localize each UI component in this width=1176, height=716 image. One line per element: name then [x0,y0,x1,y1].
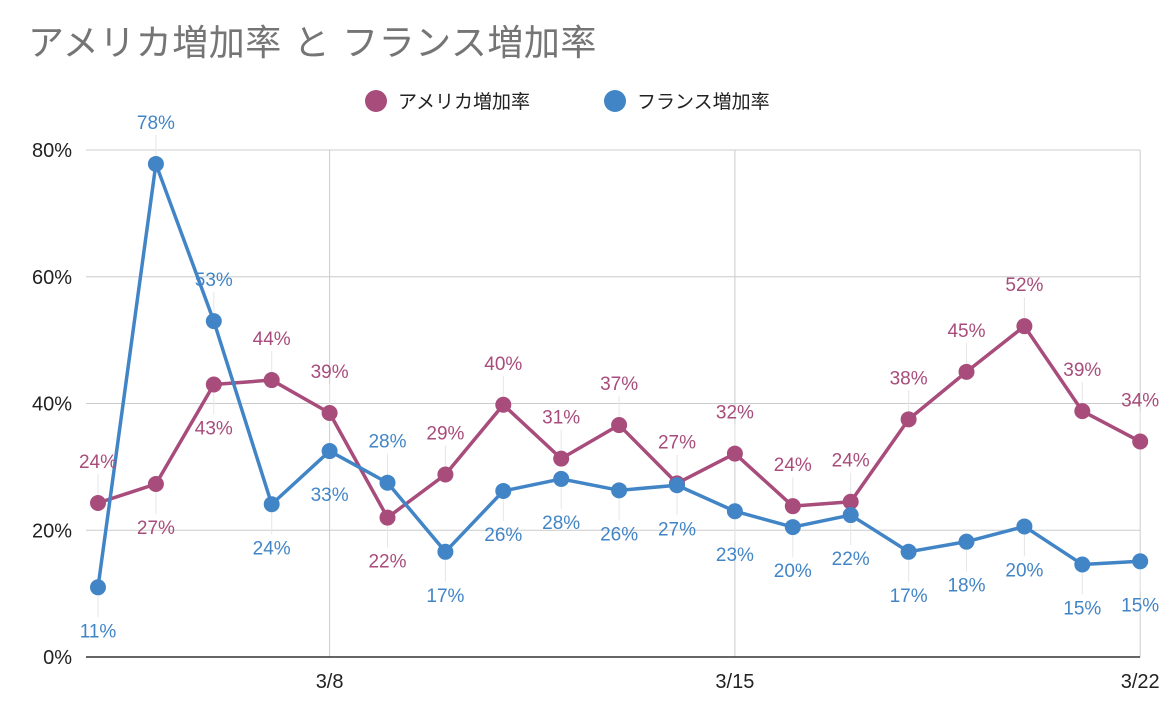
series-1-data-label: 44% [253,329,291,350]
series-2-point [726,503,743,520]
series-1-data-label: 43% [195,418,233,439]
series-2-data-label: 22% [832,549,870,570]
series-2-point [437,543,454,560]
series-1-data-label: 22% [368,552,406,573]
series-2-data-label: 27% [658,519,696,540]
y-tick-label: 20% [32,520,72,542]
series-2-point [90,579,106,596]
series-2-data-label: 33% [311,485,349,506]
series-1-data-label: 32% [716,403,754,424]
x-tick-label: 3/8 [316,671,344,693]
series-1-point [205,376,222,393]
series-1-point [263,372,280,389]
series-2-data-label: 15% [1063,598,1101,619]
series-1-data-label: 39% [311,362,349,383]
series-1-point [437,466,454,483]
series-1-point [1074,403,1091,420]
series-2-point [900,543,917,560]
series-1-point [495,396,512,413]
series-2-data-label: 78% [137,113,175,134]
series-2-data-label: 17% [890,586,928,607]
series-1-data-label: 27% [658,432,696,453]
series-1-point [553,450,570,467]
series-2-point [784,519,801,536]
legend-marker-1 [365,90,387,112]
series-1-data-label: 31% [542,408,580,429]
series-2-point [611,482,628,499]
series-2-point [553,470,570,487]
y-tick-label: 60% [32,267,72,289]
series-1-point [726,445,743,462]
series-1-data-label: 37% [600,374,638,395]
series-1-data-label: 24% [832,451,870,472]
series-2-data-label: 23% [716,545,754,566]
series-1-data-label: 27% [137,518,175,539]
series-1-point [842,493,859,510]
series-1-point [900,411,917,428]
series-2-data-label: 17% [426,586,464,607]
series-2-data-label: 18% [947,576,985,597]
series-1-point [90,494,106,511]
series-2-point [842,507,859,524]
y-tick-label: 80% [32,140,72,162]
series-2-data-label: 28% [542,513,580,534]
series-1-point [379,509,396,526]
series-1-data-label: 38% [890,368,928,389]
series-1-data-label: 45% [947,321,985,342]
series-2-data-label: 20% [774,561,812,582]
series-2-data-label: 28% [368,432,406,453]
series-2-point [147,155,164,172]
series-2-data-label: 15% [1121,595,1159,616]
series-2-point [379,474,396,491]
series-2-point [669,477,685,494]
series-1-data-label: 39% [1063,360,1101,381]
series-1-data-label: 34% [1121,391,1159,412]
chart-title: アメリカ増加率 と フランス増加率 [28,23,597,64]
series-1-point [784,498,801,515]
series-2-data-label: 26% [484,525,522,546]
series-2-point [1016,518,1033,535]
series-1-point [147,475,164,492]
series-1-data-label: 52% [1005,275,1043,296]
series-1-point [1016,318,1033,335]
series-2-point [263,496,280,513]
series-1-data-label: 24% [774,455,812,476]
y-tick-label: 40% [32,394,72,416]
legend-marker-2 [604,90,626,112]
series-1-data-label: 24% [79,452,117,473]
series-2-point [1074,556,1091,573]
series-2-data-label: 24% [253,538,291,559]
series-1-data-label: 40% [484,354,522,375]
series-1-data-label: 29% [426,423,464,444]
legend-label-1: アメリカ増加率 [398,91,530,113]
series-2-point [1132,553,1149,570]
x-tick-label: 3/15 [715,671,754,693]
y-tick-label: 0% [43,647,72,669]
legend-label-2: フランス増加率 [637,91,770,113]
series-1-point [958,363,975,380]
series-2-point [958,533,975,550]
series-2-point [321,443,338,460]
series-2-point [205,313,222,330]
x-tick-label: 3/22 [1121,671,1160,693]
series-2-data-label: 20% [1005,560,1043,581]
series-1-point [321,405,338,422]
series-2-data-label: 53% [195,270,233,291]
label-leader-lines [97,134,1141,618]
series-1-point [611,417,628,434]
series-2-point [495,482,512,499]
series-1-point [1132,433,1149,450]
series-2-data-label: 11% [80,621,117,642]
series-2-data-label: 26% [600,524,638,545]
